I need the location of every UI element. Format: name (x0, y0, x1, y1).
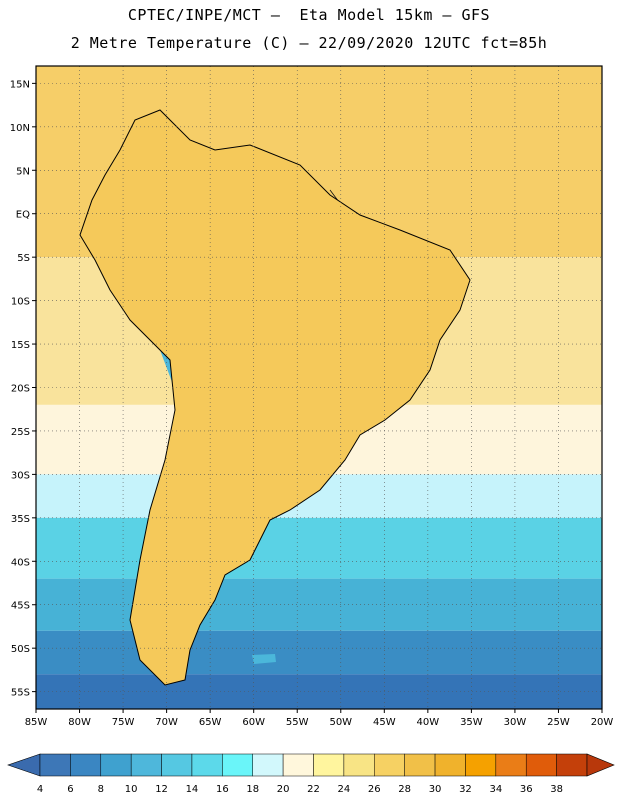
colorbar-label: 32 (459, 784, 472, 795)
lon-label: 80W (68, 717, 91, 728)
lon-label: 20W (591, 717, 614, 728)
lon-label: 75W (112, 717, 135, 728)
lat-label: 10S (11, 297, 30, 308)
latitude-tick-labels: 15N 10N 5N EQ 5S 10S 15S 20S 25S 30S 35S 40S 45S 50S 5… (10, 79, 36, 699)
lon-label: 50W (329, 717, 352, 728)
colorbar-box (404, 753, 436, 777)
colorbar-box (222, 753, 253, 777)
colorbar-box (434, 753, 466, 777)
lat-label: 45S (11, 601, 30, 612)
lon-label: 35W (460, 717, 483, 728)
land-temperature-field (79, 109, 471, 686)
colorbar-box (70, 753, 102, 777)
colorbar-label: 30 (429, 784, 442, 795)
header-title-line-2: 2 Metre Temperature (C) – 22/09/2020 12U… (70, 34, 548, 52)
colorbar-low-arrow (7, 753, 41, 777)
colorbar-label: 24 (338, 784, 351, 795)
lat-label: 10N (10, 123, 30, 134)
ocean-band-6 (36, 630, 602, 675)
colorbar-label: 10 (125, 784, 138, 795)
lat-label: 25S (11, 427, 30, 438)
lon-label: 25W (547, 717, 570, 728)
colorbar-label: 16 (216, 784, 229, 795)
lon-label: 45W (373, 717, 396, 728)
colorbar-box (130, 753, 162, 777)
lon-label: 30W (504, 717, 527, 728)
header-title-line-1: CPTEC/INPE/MCT – Eta Model 15km – GFS (127, 6, 491, 24)
colorbar-box (161, 753, 193, 777)
lat-label: 5S (17, 253, 30, 264)
colorbar-box (252, 753, 284, 777)
lon-label: 40W (417, 717, 440, 728)
colorbar-box (343, 753, 375, 777)
lat-label: 15N (10, 79, 30, 90)
lat-label: 5N (16, 166, 30, 177)
lat-label: 50S (11, 644, 30, 655)
colorbar-label: 36 (520, 784, 533, 795)
colorbar-box (465, 753, 497, 777)
colorbar-box (100, 753, 132, 777)
colorbar-label: 4 (37, 784, 43, 795)
lat-label: 35S (11, 514, 30, 525)
colorbar-label: 22 (307, 784, 320, 795)
lat-label: 15S (11, 340, 30, 351)
falkland-islands (252, 654, 276, 664)
colorbar-box (282, 753, 314, 777)
colorbar-box (525, 753, 557, 777)
colorbar-label: 28 (398, 784, 411, 795)
colorbar-label: 34 (489, 784, 502, 795)
lat-label: 20S (11, 384, 30, 395)
colorbar-box (313, 753, 345, 777)
colorbar-label: 6 (67, 784, 73, 795)
lat-label: 30S (11, 470, 30, 481)
lat-label: 40S (11, 557, 30, 568)
lon-label: 55W (286, 717, 309, 728)
lon-label: 60W (242, 717, 265, 728)
lon-label: 70W (155, 717, 178, 728)
colorbar-label: 38 (550, 784, 563, 795)
lat-label: 55S (11, 688, 30, 699)
lon-label: 65W (199, 717, 222, 728)
ocean-band-7 (36, 674, 602, 709)
colorbar-box (495, 753, 527, 777)
colorbar-label: 18 (246, 784, 259, 795)
colorbar-box (191, 753, 223, 777)
colorbar-high-arrow (586, 753, 615, 777)
colorbar-box (556, 753, 588, 777)
colorbar-box (39, 753, 71, 777)
colorbar-label: 20 (277, 784, 290, 795)
colorbar-label: 8 (98, 784, 104, 795)
lon-label: 85W (25, 717, 48, 728)
colorbar-label: 26 (368, 784, 381, 795)
ocean-band-4 (36, 517, 602, 579)
longitude-tick-labels: 85W 80W 75W 70W 65W 60W 55W 50W 45W 40W 35W 30W 25W 2… (25, 709, 614, 728)
colorbar-box (374, 753, 405, 777)
lat-label: EQ (16, 210, 30, 221)
colorbar-label: 12 (155, 784, 168, 795)
colorbar-label: 14 (186, 784, 199, 795)
